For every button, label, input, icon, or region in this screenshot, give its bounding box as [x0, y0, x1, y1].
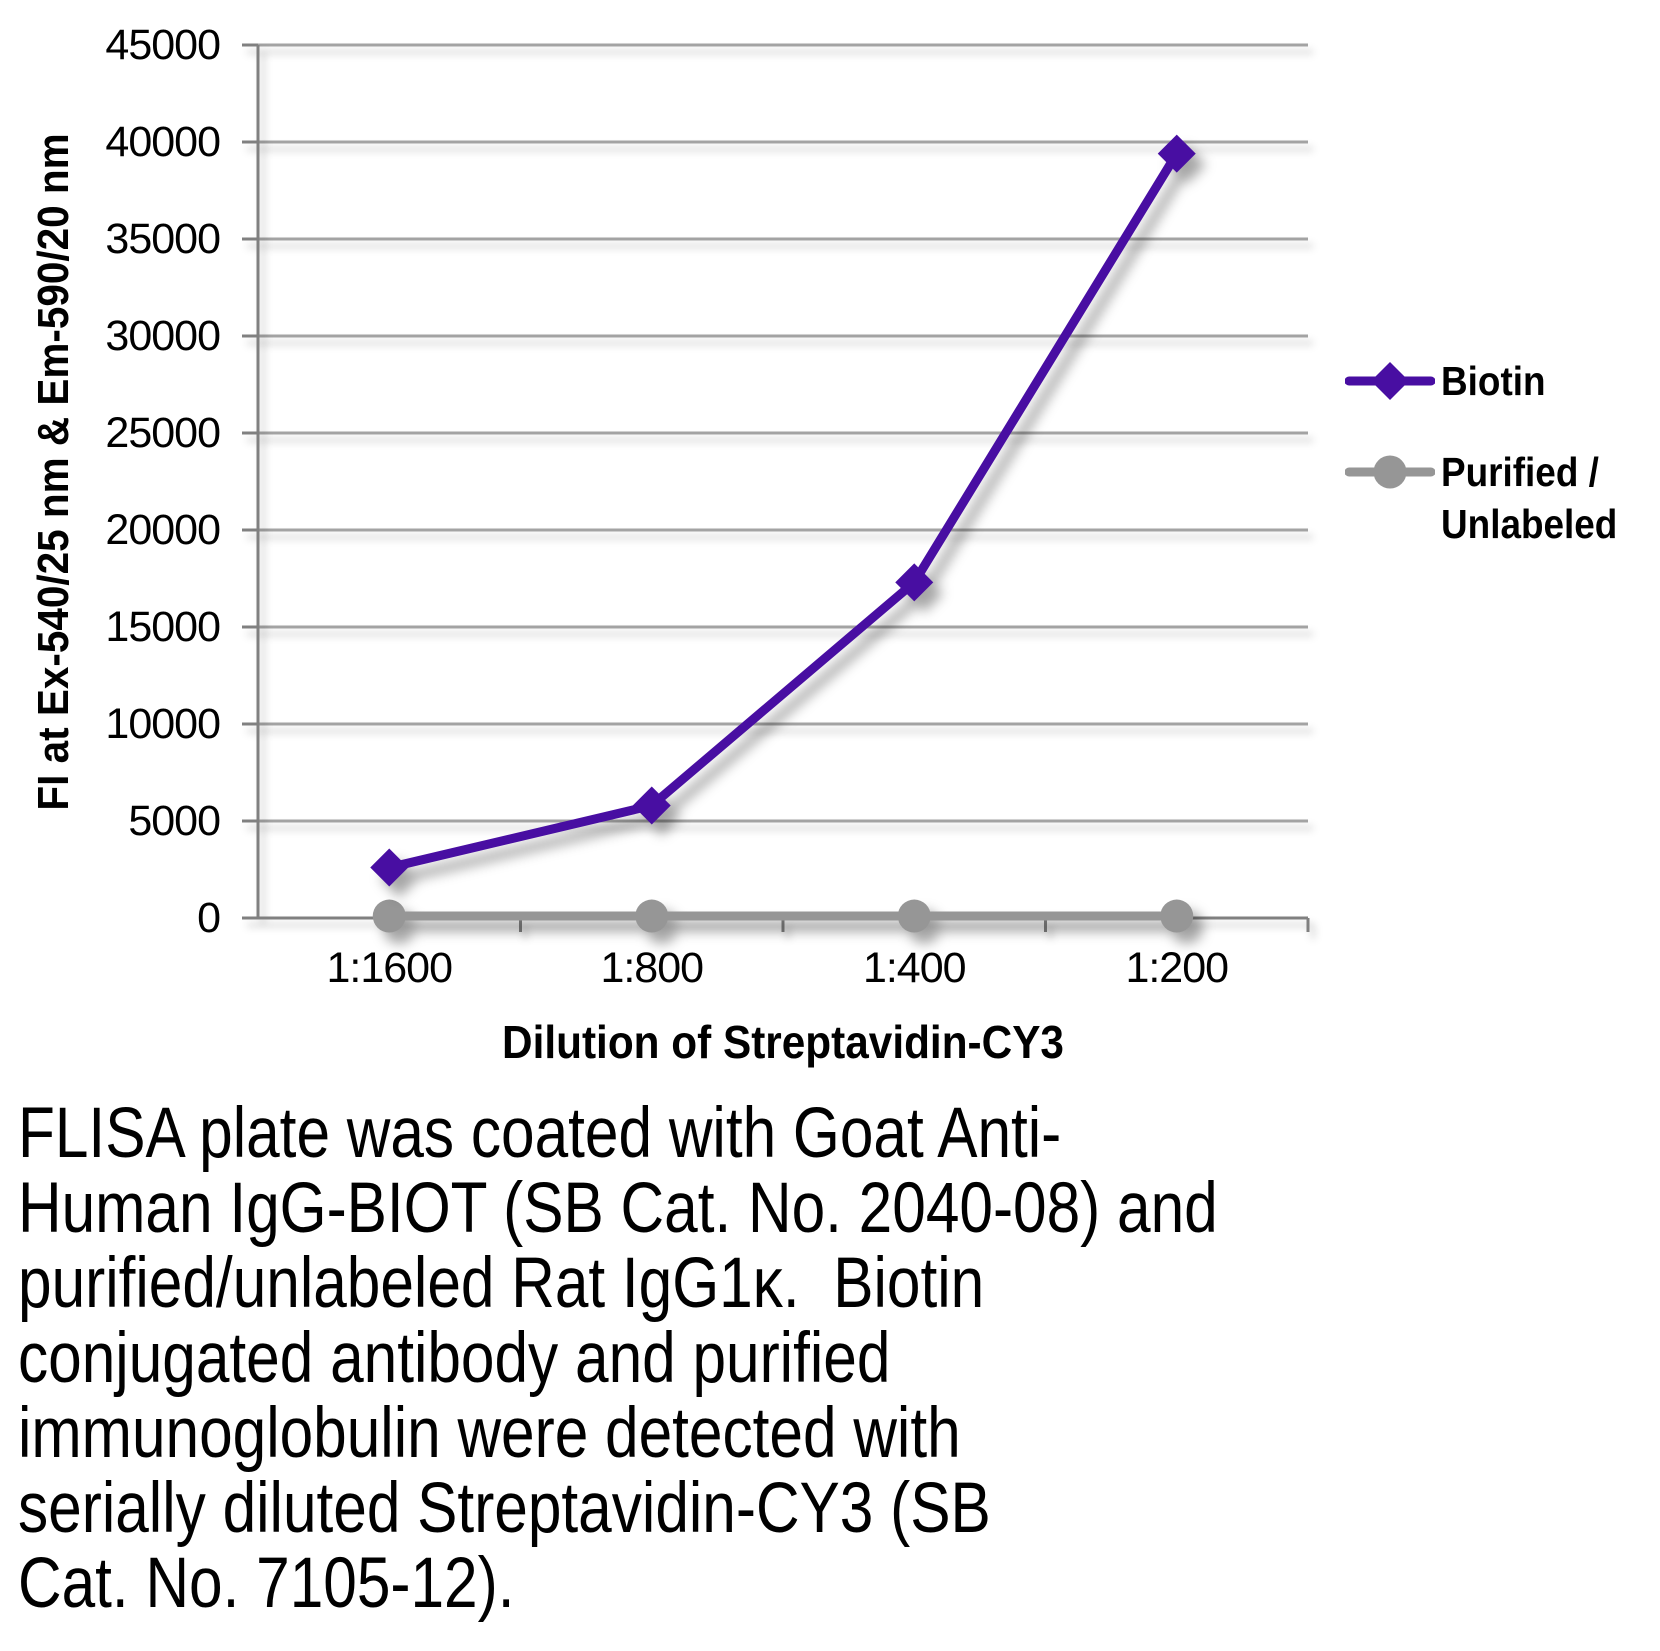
y-tick-label: 0	[197, 894, 221, 942]
legend-label: Biotin	[1441, 358, 1546, 404]
chart-canvas	[242, 43, 1310, 933]
data-point-diamond	[1157, 134, 1196, 173]
legend: Biotin Purified / Unlabeled	[1345, 358, 1618, 547]
data-point-circle	[1373, 455, 1407, 489]
caption-line: FLISA plate was coated with Goat Anti-	[18, 1094, 1062, 1173]
series-line	[384, 149, 1182, 873]
y-tick-label: 15000	[105, 603, 221, 651]
legend-swatch-group	[1345, 362, 1435, 400]
figure-caption: FLISA plate was coated with Goat Anti- Hu…	[18, 1096, 1650, 1621]
y-tick-label: 40000	[105, 118, 221, 166]
y-tick-label: 30000	[105, 312, 221, 360]
caption-line: conjugated antibody and purified	[18, 1319, 891, 1398]
data-point-diamond	[1371, 362, 1409, 400]
y-tick-label: 20000	[105, 506, 221, 554]
data-point-diamond	[370, 848, 409, 887]
series-biotin	[370, 134, 1196, 887]
caption-line: Cat. No. 7105-12).	[18, 1544, 515, 1623]
caption-line: purified/unlabeled Rat IgG1κ. Biotin	[18, 1244, 985, 1323]
x-tick-label: 1:1600	[326, 944, 453, 992]
y-tick-label: 35000	[105, 215, 221, 263]
data-point-diamond	[895, 563, 934, 602]
legend-label: Purified / Unlabeled	[1441, 449, 1618, 547]
data-point-diamond	[632, 786, 671, 825]
legend-swatch-group	[1345, 455, 1435, 489]
x-axis-title: Dilution of Streptavidin-CY3	[502, 1016, 1064, 1068]
x-tick-label: 1:800	[600, 944, 704, 992]
caption-line: serially diluted Streptavidin-CY3 (SB	[18, 1469, 991, 1548]
legend-marker-circle-icon	[1345, 455, 1435, 489]
legend-marker-diamond-icon	[1345, 362, 1435, 400]
chart-area: 0 5000 10000 15000 20000 25000 30000 35000 40000…	[29, 21, 1618, 1068]
data-point-circle	[897, 899, 931, 933]
data-point-circle	[372, 899, 406, 933]
x-tick-label: 1:400	[862, 944, 967, 992]
y-tick-label: 10000	[105, 700, 221, 748]
data-point-circle	[1160, 899, 1194, 933]
y-tick-label: 25000	[105, 409, 221, 457]
series-purified-unlabeled	[372, 899, 1194, 933]
data-point-circle	[635, 899, 669, 933]
caption-line: immunoglobulin were detected with	[18, 1394, 961, 1473]
caption-line: Human IgG-BIOT (SB Cat. No. 2040-08) and	[18, 1169, 1218, 1248]
y-tick-label: 45000	[105, 21, 221, 69]
y-tick-label: 5000	[128, 797, 221, 845]
x-tick-label: 1:200	[1125, 944, 1229, 992]
gridlines	[258, 43, 1308, 823]
